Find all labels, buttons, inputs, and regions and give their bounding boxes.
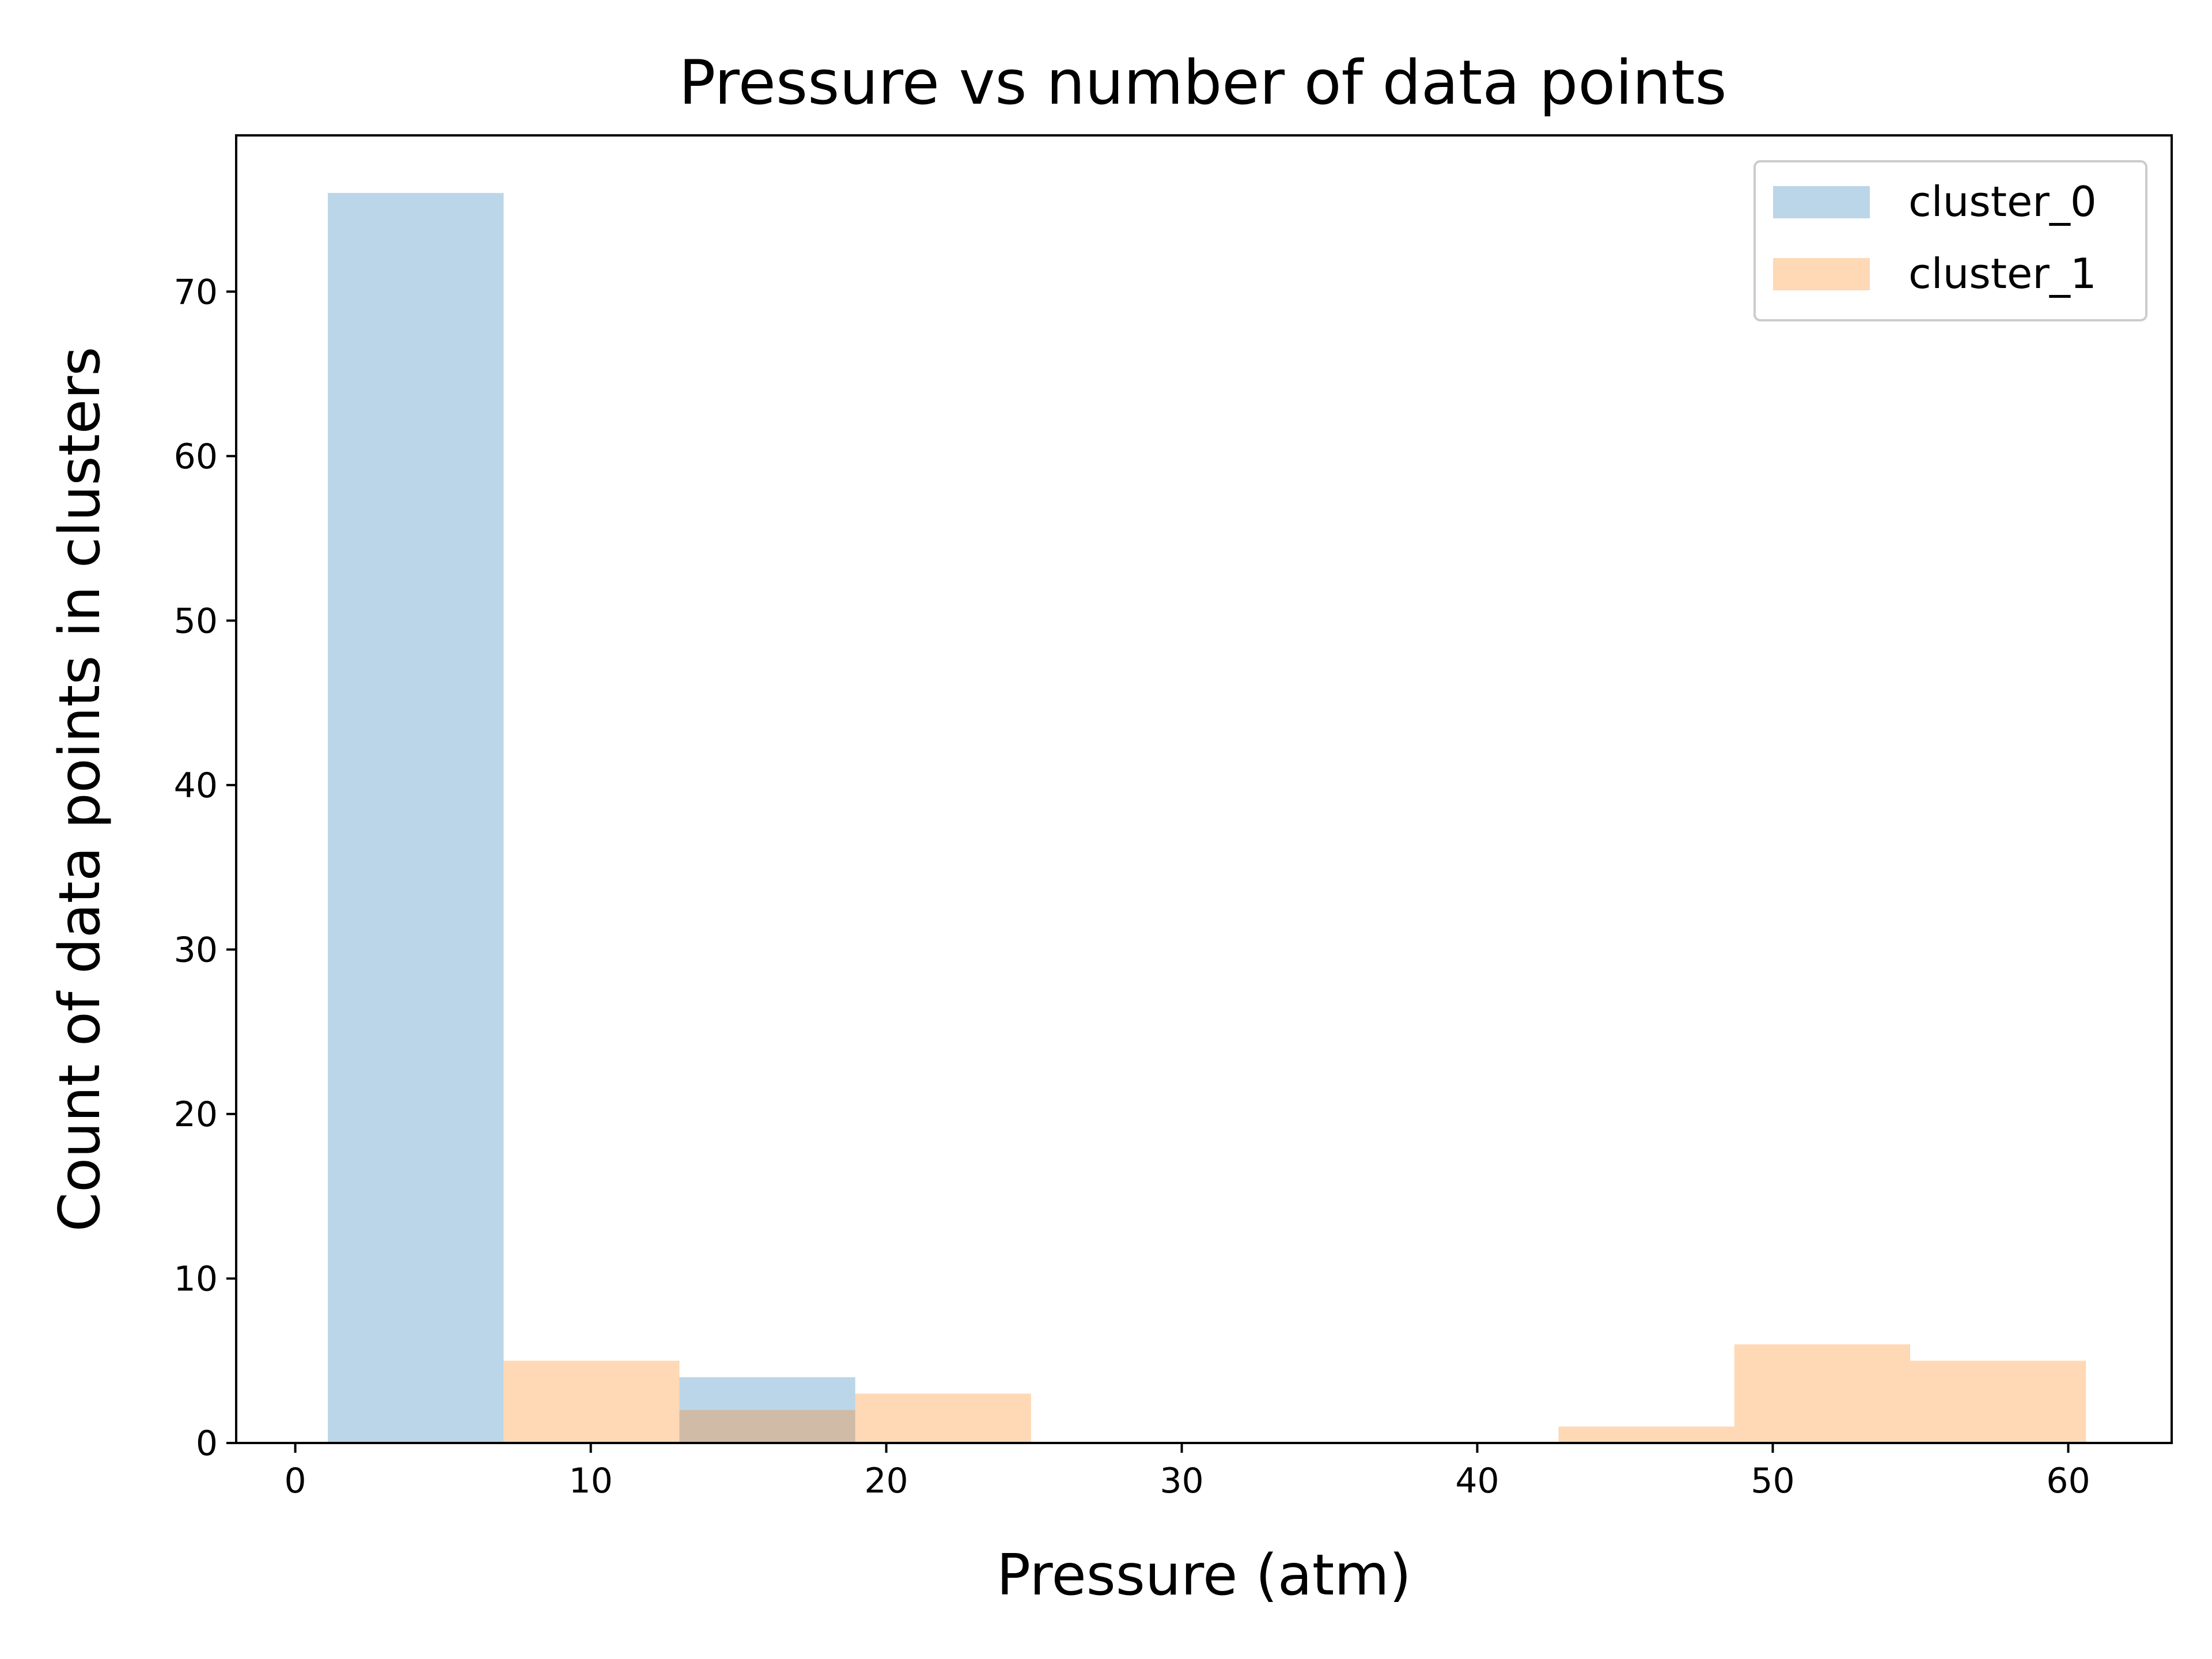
bar-cluster_0-0: [328, 192, 504, 1444]
x-tick-label: 30: [1160, 1461, 1203, 1501]
y-tick-label: 70: [174, 272, 218, 312]
bar-cluster_1-7: [1558, 1426, 1734, 1443]
x-tick-label: 40: [1455, 1461, 1499, 1501]
y-tick-label: 20: [174, 1094, 218, 1135]
legend-swatch-cluster_1: [1773, 258, 1870, 290]
bar-cluster_0-2: [679, 1377, 855, 1443]
plot-frame: [235, 134, 2173, 1444]
legend-box: [1753, 160, 2147, 321]
x-tick-label: 20: [864, 1461, 908, 1501]
bar-cluster_1-1: [503, 1361, 680, 1443]
chart-title: Pressure vs number of data points: [679, 47, 1726, 118]
x-tick-label: 0: [285, 1461, 306, 1501]
y-tick-label: 10: [174, 1259, 218, 1299]
legend-swatch-cluster_0: [1773, 186, 1870, 218]
y-tick-label: 40: [174, 766, 218, 806]
bar-cluster_1-9: [1910, 1361, 2086, 1443]
y-tick-label: 50: [174, 601, 218, 641]
legend: cluster_0 cluster_1: [1753, 160, 2147, 321]
bar-cluster_1-2: [679, 1410, 855, 1443]
y-tick-label: 60: [174, 437, 218, 477]
y-axis-label: Count of data points in clusters: [47, 347, 113, 1232]
legend-label-cluster_1: cluster_1: [1908, 249, 2097, 298]
bar-cluster_1-3: [855, 1393, 1031, 1443]
y-tick-label: 0: [196, 1423, 218, 1464]
x-axis-label: Pressure (atm): [997, 1543, 1411, 1608]
x-tick-label: 60: [2046, 1461, 2090, 1501]
y-axis-ticks: 0 10 20 30 40 50 60 70: [174, 272, 236, 1464]
x-tick-label: 50: [1751, 1461, 1794, 1501]
x-tick-label: 10: [569, 1461, 612, 1501]
legend-label-cluster_0: cluster_0: [1908, 177, 2097, 226]
bars-layer: [328, 192, 2086, 1444]
bar-cluster_1-8: [1734, 1344, 1911, 1443]
x-axis-ticks: 0 10 20 30 40 50 60: [285, 1443, 2090, 1501]
y-tick-label: 30: [174, 930, 218, 970]
